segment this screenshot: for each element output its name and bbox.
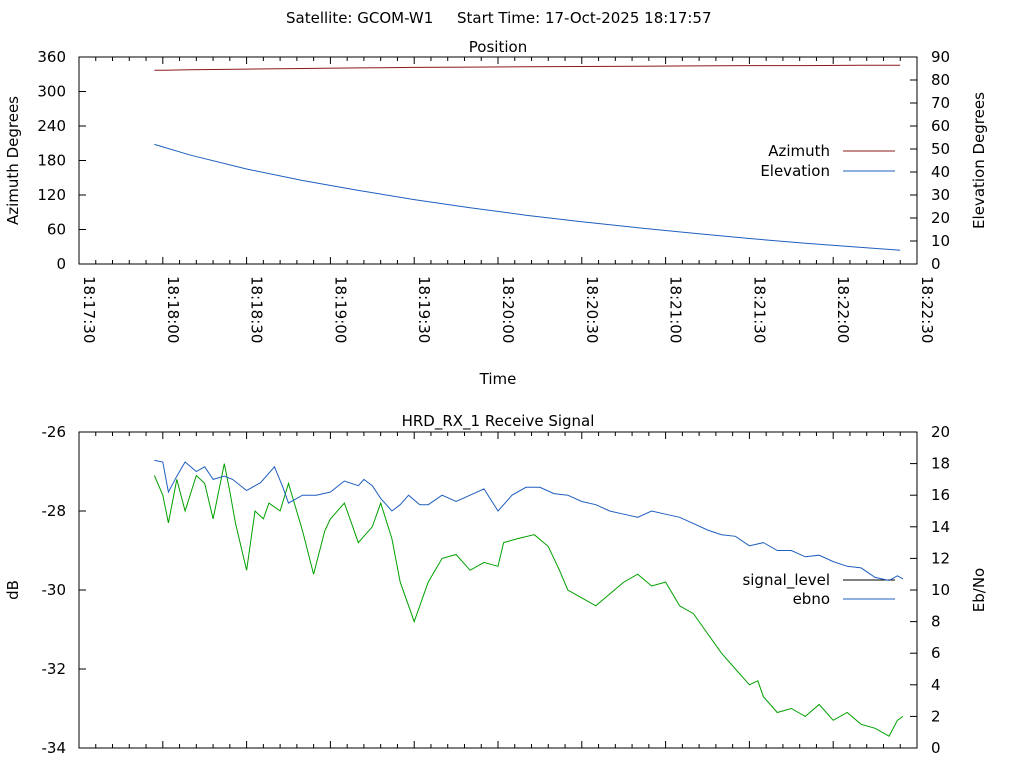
y-tick-label: 360 bbox=[37, 48, 66, 66]
y2-axis-label: Eb/No bbox=[970, 568, 988, 612]
x-tick-label: 18:21:30 bbox=[750, 276, 768, 343]
series-line-elevation bbox=[154, 143, 901, 251]
y2-tick-label: 10 bbox=[931, 232, 950, 250]
y2-tick-label: 10 bbox=[931, 581, 950, 599]
y2-tick-label: 4 bbox=[931, 676, 941, 694]
y2-tick-label: 50 bbox=[931, 140, 950, 158]
y-tick-label: 180 bbox=[37, 152, 66, 170]
y-tick-label: 120 bbox=[37, 186, 66, 204]
y-tick-label: -32 bbox=[42, 660, 67, 678]
y2-tick-label: 16 bbox=[931, 486, 950, 504]
legend-label: Azimuth bbox=[768, 142, 830, 160]
y-tick-label: -34 bbox=[42, 739, 67, 757]
series-line-azimuth bbox=[154, 64, 901, 71]
y-axis-label: Azimuth Degrees bbox=[4, 96, 22, 225]
legend-label: ebno bbox=[793, 590, 830, 608]
x-tick-label: 18:19:30 bbox=[415, 276, 433, 343]
y-axis-label: dB bbox=[4, 580, 22, 600]
series-line-ebno bbox=[154, 459, 904, 582]
series-line-signal-level bbox=[153, 463, 904, 737]
y2-tick-label: 40 bbox=[931, 163, 950, 181]
y2-axis-label: Elevation Degrees bbox=[970, 92, 988, 229]
y-tick-label: 0 bbox=[56, 255, 66, 273]
y2-tick-label: 20 bbox=[931, 209, 950, 227]
x-tick-label: 18:17:30 bbox=[80, 276, 98, 343]
position-chart: Position 18:17:30 18:18:00 18:18:30 18:19:00… bbox=[4, 38, 988, 388]
x-tick-label: 18:20:00 bbox=[499, 276, 517, 343]
x-tick-label: 18:20:30 bbox=[583, 276, 601, 343]
legend-label: Elevation bbox=[760, 162, 830, 180]
y-tick-label: -28 bbox=[42, 502, 67, 520]
y2-tick-label: 60 bbox=[931, 117, 950, 135]
chart-title: Position bbox=[469, 38, 527, 56]
x-tick-label: 18:22:30 bbox=[918, 276, 936, 343]
x-axis-label: Time bbox=[479, 370, 517, 388]
y-tick-label: 60 bbox=[47, 221, 66, 239]
legend-label: signal_level bbox=[742, 571, 830, 590]
receive-signal-chart: HRD_RX_1 Receive Signal -34 -32 -30 -28 -26 0 2… bbox=[4, 412, 988, 757]
y-tick-label: 240 bbox=[37, 117, 66, 135]
y2-tick-label: 0 bbox=[931, 739, 941, 757]
y2-tick-label: 0 bbox=[931, 255, 941, 273]
plot-frame bbox=[78, 431, 918, 749]
y2-tick-label: 20 bbox=[931, 423, 950, 441]
y-tick-label: 300 bbox=[37, 83, 66, 101]
x-tick-label: 18:22:00 bbox=[834, 276, 852, 343]
header-start-time: Start Time: 17-Oct-2025 18:17:57 bbox=[457, 9, 712, 27]
x-tick-label: 18:18:00 bbox=[164, 276, 182, 343]
y2-tick-label: 70 bbox=[931, 94, 950, 112]
plot-frame bbox=[78, 56, 918, 265]
y2-tick-label: 90 bbox=[931, 48, 950, 66]
y2-tick-label: 80 bbox=[931, 71, 950, 89]
x-tick-label: 18:19:00 bbox=[331, 276, 349, 343]
y2-tick-label: 6 bbox=[931, 644, 941, 662]
y2-tick-label: 30 bbox=[931, 186, 950, 204]
x-tick-label: 18:21:00 bbox=[667, 276, 685, 343]
y2-tick-label: 18 bbox=[931, 455, 950, 473]
header-satellite: Satellite: GCOM-W1 bbox=[286, 9, 433, 27]
y2-tick-label: 12 bbox=[931, 549, 950, 567]
y-tick-label: -30 bbox=[42, 581, 67, 599]
y2-tick-label: 14 bbox=[931, 518, 950, 536]
y2-tick-label: 8 bbox=[931, 613, 941, 631]
x-tick-label: 18:18:30 bbox=[248, 276, 266, 343]
y2-tick-label: 2 bbox=[931, 707, 941, 725]
y-tick-label: -26 bbox=[42, 423, 67, 441]
chart-title: HRD_RX_1 Receive Signal bbox=[402, 412, 595, 431]
